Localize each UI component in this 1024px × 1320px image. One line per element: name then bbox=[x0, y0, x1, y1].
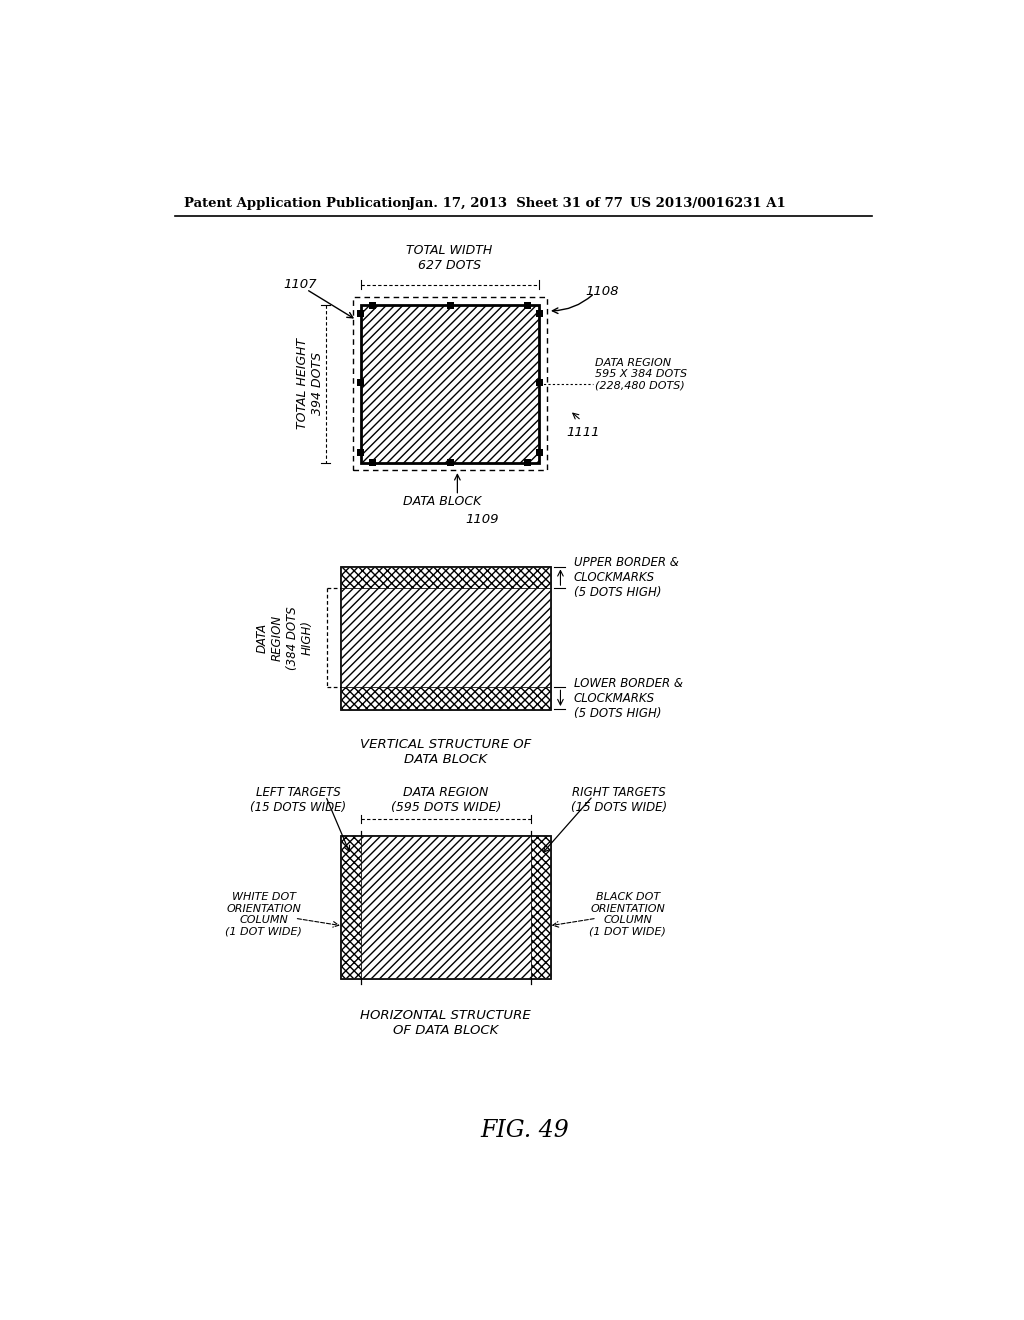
Bar bbox=[446, 459, 454, 466]
Bar bbox=[536, 310, 543, 317]
Bar bbox=[341, 589, 550, 688]
Text: HORIZONTAL STRUCTURE
OF DATA BLOCK: HORIZONTAL STRUCTURE OF DATA BLOCK bbox=[360, 1010, 531, 1038]
Text: TOTAL WIDTH
627 DOTS: TOTAL WIDTH 627 DOTS bbox=[407, 244, 493, 272]
Text: 1107: 1107 bbox=[283, 277, 316, 290]
Bar bbox=[360, 836, 531, 978]
Bar bbox=[341, 566, 550, 589]
Text: LOWER BORDER &
CLOCKMARKS
(5 DOTS HIGH): LOWER BORDER & CLOCKMARKS (5 DOTS HIGH) bbox=[573, 677, 683, 719]
Bar bbox=[352, 297, 547, 470]
Bar bbox=[357, 310, 365, 317]
Text: FIG. 49: FIG. 49 bbox=[480, 1118, 569, 1142]
Text: 1108: 1108 bbox=[586, 285, 618, 298]
Text: LEFT TARGETS
(15 DOTS WIDE): LEFT TARGETS (15 DOTS WIDE) bbox=[251, 785, 346, 814]
Text: US 2013/0016231 A1: US 2013/0016231 A1 bbox=[630, 197, 786, 210]
Text: DATA
REGION
(384 DOTS
HIGH): DATA REGION (384 DOTS HIGH) bbox=[256, 606, 313, 669]
Bar bbox=[341, 836, 360, 978]
Text: Jan. 17, 2013  Sheet 31 of 77: Jan. 17, 2013 Sheet 31 of 77 bbox=[409, 197, 623, 210]
Bar bbox=[341, 836, 550, 978]
Text: VERTICAL STRUCTURE OF
DATA BLOCK: VERTICAL STRUCTURE OF DATA BLOCK bbox=[360, 738, 531, 766]
Bar bbox=[357, 379, 365, 387]
Bar bbox=[524, 302, 531, 309]
Text: UPPER BORDER &
CLOCKMARKS
(5 DOTS HIGH): UPPER BORDER & CLOCKMARKS (5 DOTS HIGH) bbox=[573, 556, 679, 599]
Text: DATA REGION
595 X 384 DOTS
(228,480 DOTS): DATA REGION 595 X 384 DOTS (228,480 DOTS… bbox=[595, 358, 687, 391]
Bar bbox=[536, 450, 543, 457]
Bar bbox=[531, 836, 550, 978]
Bar bbox=[369, 302, 376, 309]
Bar bbox=[341, 566, 550, 709]
Bar bbox=[357, 450, 365, 457]
Text: Patent Application Publication: Patent Application Publication bbox=[183, 197, 411, 210]
Bar bbox=[360, 305, 539, 462]
Text: BLACK DOT
ORIENTATION
COLUMN
(1 DOT WIDE): BLACK DOT ORIENTATION COLUMN (1 DOT WIDE… bbox=[590, 892, 667, 937]
Text: 1111: 1111 bbox=[566, 426, 599, 440]
Text: 1109: 1109 bbox=[465, 512, 499, 525]
Text: DATA REGION
(595 DOTS WIDE): DATA REGION (595 DOTS WIDE) bbox=[390, 787, 501, 814]
Bar bbox=[446, 302, 454, 309]
Bar bbox=[524, 459, 531, 466]
Text: WHITE DOT
ORIENTATION
COLUMN
(1 DOT WIDE): WHITE DOT ORIENTATION COLUMN (1 DOT WIDE… bbox=[225, 892, 302, 937]
Bar bbox=[369, 459, 376, 466]
Bar bbox=[341, 688, 550, 709]
Text: RIGHT TARGETS
(15 DOTS WIDE): RIGHT TARGETS (15 DOTS WIDE) bbox=[570, 785, 667, 814]
Text: TOTAL HEIGHT
394 DOTS: TOTAL HEIGHT 394 DOTS bbox=[296, 338, 325, 429]
Text: DATA BLOCK: DATA BLOCK bbox=[402, 495, 481, 508]
Bar bbox=[536, 379, 543, 387]
